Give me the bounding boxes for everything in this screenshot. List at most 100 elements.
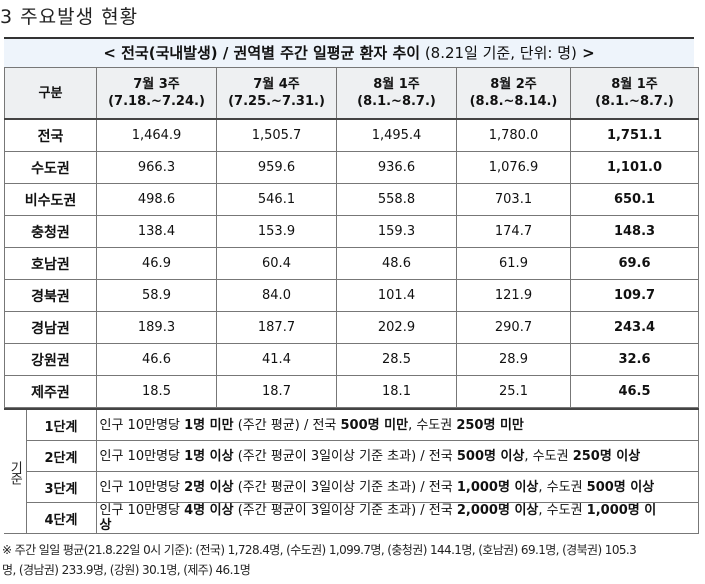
level-criteria-table: 기준 1단계 인구 10만명당 1명 미만 (주간 평균) / 전국 500명 …	[4, 408, 699, 534]
cell: 189.3	[96, 311, 217, 344]
cell: 546.1	[216, 183, 337, 216]
row-region: 경남권	[4, 311, 97, 344]
caption-end: >	[576, 44, 595, 62]
cell: 148.3	[570, 215, 699, 248]
caption-sub: (8.21일 기준, 단위: 명)	[420, 44, 577, 62]
desc-text: (주간 평균이 3일이상 기준 초과) / 전국	[233, 448, 457, 464]
header-week: 8월 2주	[490, 77, 537, 92]
desc-bold: 1,000명 이상	[456, 479, 539, 495]
cell: 966.3	[96, 151, 217, 184]
cell: 1,751.1	[570, 119, 699, 152]
desc-bold: 1,000명 이	[586, 503, 657, 519]
desc-bold: 1명 이상	[184, 448, 234, 464]
cell: 1,464.9	[96, 119, 217, 152]
cell: 159.3	[336, 215, 457, 248]
desc-bold: 4명 이상	[184, 503, 234, 519]
level-row: 기준 1단계 인구 10만명당 1명 미만 (주간 평균) / 전국 500명 …	[4, 408, 699, 534]
header-corner: 구분	[4, 67, 97, 120]
cell: 187.7	[216, 311, 337, 344]
cell: 46.6	[96, 343, 217, 376]
header-range: (7.25.~7.31.)	[228, 94, 325, 109]
desc-bold: 500명 이상	[586, 479, 655, 495]
cell: 121.9	[456, 279, 571, 312]
header-col-2: 7월 4주 (7.25.~7.31.)	[216, 67, 337, 120]
row-region: 전국	[4, 119, 97, 152]
row-region: 비수도권	[4, 183, 97, 216]
desc-text: , 수도권	[538, 479, 587, 495]
cell: 101.4	[336, 279, 457, 312]
desc-text: 인구 10만명당	[99, 417, 185, 433]
criteria-side-label: 기준	[4, 408, 27, 534]
level-description: 인구 10만명당 1명 미만 (주간 평균) / 전국 500명 미만, 수도권…	[95, 408, 699, 441]
cell: 138.4	[96, 215, 217, 248]
cell: 58.9	[96, 279, 217, 312]
level-stage: 4단계	[25, 502, 97, 534]
table-row: 경북권 58.9 84.0 101.4 121.9 109.7	[4, 279, 699, 312]
cell: 61.9	[456, 247, 571, 280]
cell: 84.0	[216, 279, 337, 312]
desc-bold: 1명 미만	[184, 417, 234, 433]
table-row: 충청권 138.4 153.9 159.3 174.7 148.3	[4, 215, 699, 248]
cell: 1,101.0	[570, 151, 699, 184]
row-region: 제주권	[4, 375, 97, 408]
header-row: 구분 7월 3주 (7.18.~7.24.) 7월 4주 (7.25.~7.31.)…	[4, 67, 699, 120]
desc-text: , 수도권	[524, 448, 573, 464]
desc-bold: 2명 이상	[184, 479, 234, 495]
header-range: (8.8.~8.14.)	[469, 94, 558, 109]
header-col-5: 8월 1주 (8.1.~8.7.)	[570, 67, 699, 120]
cell: 936.6	[336, 151, 457, 184]
header-week: 8월 1주	[611, 77, 658, 92]
desc-bold: 500명 이상	[456, 448, 525, 464]
desc-text: 인구 10만명당	[99, 479, 185, 495]
cell: 69.6	[570, 247, 699, 280]
cell: 558.8	[336, 183, 457, 216]
cell: 498.6	[96, 183, 217, 216]
level-row: 4단계 인구 10만명당 4명 이상 (주간 평균이 3일이상 기준 초과) /…	[4, 502, 699, 534]
cell: 60.4	[216, 247, 337, 280]
cell: 109.7	[570, 279, 699, 312]
level-description: 인구 10만명당 2명 이상 (주간 평균이 3일이상 기준 초과) / 전국 …	[95, 471, 699, 503]
cell: 28.5	[336, 343, 457, 376]
table-row: 강원권 46.6 41.4 28.5 28.9 32.6	[4, 343, 699, 376]
cell: 41.4	[216, 343, 337, 376]
footnote-line: 명, (경남권) 233.9명, (강원) 30.1명, (제주) 46.1명	[2, 563, 251, 577]
level-row: 3단계 인구 10만명당 2명 이상 (주간 평균이 3일이상 기준 초과) /…	[4, 471, 699, 503]
header-col-4: 8월 2주 (8.8.~8.14.)	[456, 67, 571, 120]
weekly-average-table: 구분 7월 3주 (7.18.~7.24.) 7월 4주 (7.25.~7.31.)…	[4, 67, 699, 408]
cell: 25.1	[456, 375, 571, 408]
cell: 153.9	[216, 215, 337, 248]
table-row: 호남권 46.9 60.4 48.6 61.9 69.6	[4, 247, 699, 280]
header-week: 7월 3주	[133, 77, 180, 92]
desc-bold: 상	[99, 518, 112, 533]
desc-bold: 500명 미만	[340, 417, 409, 433]
cell: 46.5	[570, 375, 699, 408]
row-region: 경북권	[4, 279, 97, 312]
desc-text: 인구 10만명당	[99, 448, 185, 464]
level-description: 인구 10만명당 1명 이상 (주간 평균이 3일이상 기준 초과) / 전국 …	[95, 440, 699, 472]
header-week: 8월 1주	[373, 77, 420, 92]
cell: 1,780.0	[456, 119, 571, 152]
footnote-line: ※ 주간 일일 평균(21.8.22일 0시 기준): (전국) 1,728.4…	[2, 543, 637, 557]
section-title: 3 주요발생 현황	[0, 6, 139, 28]
header-week: 7월 4주	[253, 77, 300, 92]
cell: 48.6	[336, 247, 457, 280]
cell: 959.6	[216, 151, 337, 184]
header-range: (7.18.~7.24.)	[108, 94, 205, 109]
cell: 174.7	[456, 215, 571, 248]
footnote: ※ 주간 일일 평균(21.8.22일 0시 기준): (전국) 1,728.4…	[2, 540, 702, 580]
cell: 46.9	[96, 247, 217, 280]
desc-text: 인구 10만명당	[99, 503, 185, 519]
row-region: 충청권	[4, 215, 97, 248]
level-stage: 1단계	[25, 408, 97, 441]
level-description: 인구 10만명당 4명 이상 (주간 평균이 3일이상 기준 초과) / 전국 …	[95, 502, 699, 534]
cell: 1,505.7	[216, 119, 337, 152]
header-col-1: 7월 3주 (7.18.~7.24.)	[96, 67, 217, 120]
cell: 703.1	[456, 183, 571, 216]
table-row: 수도권 966.3 959.6 936.6 1,076.9 1,101.0	[4, 151, 699, 184]
desc-bold: 250명 이상	[572, 448, 641, 464]
level-stage: 3단계	[25, 471, 97, 503]
cell: 1,495.4	[336, 119, 457, 152]
cell: 202.9	[336, 311, 457, 344]
desc-text: (주간 평균이 3일이상 기준 초과) / 전국	[233, 503, 457, 519]
